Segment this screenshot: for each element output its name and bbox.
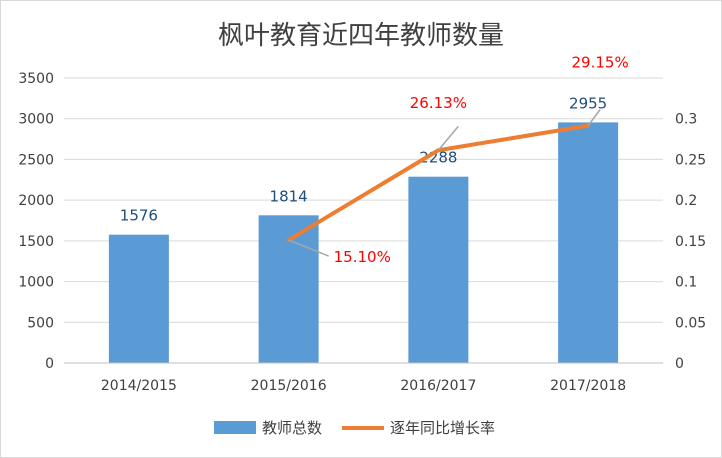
axes: 0 500 1000 1500 2000 2500 3000 3500 0 0.05 0.1 0.15… (18, 71, 706, 394)
y-right-tick-label: 0.1 (675, 275, 697, 291)
bar-data-label: 2288 (419, 149, 457, 167)
y-right-tick-label: 0 (675, 356, 684, 372)
y-left-tick-label: 1000 (18, 275, 54, 291)
line-series: 15.10% 26.13% 29.15% (286, 54, 629, 266)
bar (558, 122, 619, 363)
bar-data-label: 2955 (569, 94, 607, 112)
legend-label-bar: 教师总数 (262, 419, 322, 437)
y-left-tick-label: 3000 (18, 112, 54, 128)
y-left-tick-label: 2000 (18, 193, 54, 209)
y-right-tick-label: 0.25 (675, 152, 706, 168)
bar-data-label: 1576 (120, 207, 158, 225)
y-left-tick-label: 3500 (18, 71, 54, 87)
y-right-tick-label: 0.2 (675, 193, 697, 209)
leader-line (437, 125, 459, 151)
y-right-tick-label: 0.15 (675, 234, 706, 250)
leader-line (587, 109, 601, 127)
leader-line (288, 239, 329, 257)
chart-title: 枫叶教育近四年教师数量 (218, 21, 504, 51)
y-left-tick-label: 500 (27, 315, 54, 331)
y-left-tick-label: 0 (45, 356, 54, 372)
x-tick-label: 2014/2015 (101, 378, 177, 394)
legend-label-line: 逐年同比增长率 (390, 419, 495, 437)
line-data-label: 26.13% (410, 94, 467, 112)
x-tick-label: 2016/2017 (400, 378, 476, 394)
legend-swatch-bar (214, 421, 256, 434)
bar (408, 176, 469, 363)
legend: 教师总数 逐年同比增长率 (214, 419, 495, 437)
y-right-tick-label: 0.05 (675, 315, 706, 331)
line-data-label: 15.10% (334, 248, 391, 266)
y-left-tick-label: 2500 (18, 152, 54, 168)
bar-data-label: 1814 (270, 187, 308, 205)
bar-series: 1576 1814 2288 2955 (108, 94, 619, 363)
y-left-tick-label: 1500 (18, 234, 54, 250)
line-data-label: 29.15% (572, 54, 629, 72)
y-right-tick-label: 0.3 (675, 112, 697, 128)
x-tick-label: 2017/2018 (550, 378, 626, 394)
bar (258, 215, 319, 363)
x-tick-label: 2015/2016 (251, 378, 327, 394)
bar (108, 234, 169, 363)
